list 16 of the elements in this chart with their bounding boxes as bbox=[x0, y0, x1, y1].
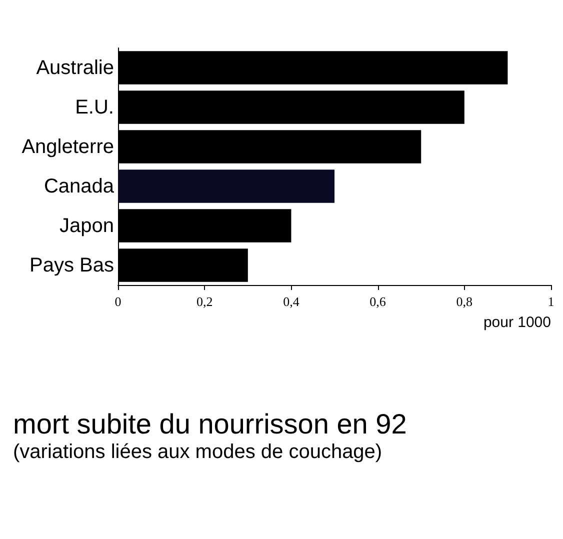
x-tick-label: 0,2 bbox=[196, 294, 213, 309]
text: mort subite du nourrisson en 92 bbox=[13, 408, 407, 440]
y-tick-label: E.U. bbox=[75, 96, 114, 118]
x-tick-label: 0 bbox=[114, 294, 122, 309]
y-tick-label: Canada bbox=[44, 175, 115, 198]
x-axis-title: pour 1000 bbox=[483, 314, 551, 331]
y-tick-label: Pays Bas bbox=[30, 254, 114, 276]
x-tick-label: 1 bbox=[548, 294, 554, 309]
x-tick-label: 0,4 bbox=[283, 294, 300, 309]
x-tick-label: 0,6 bbox=[370, 294, 386, 309]
x-tick-label: 0,8 bbox=[456, 294, 473, 309]
text: (variations liées aux modes de couchage) bbox=[13, 441, 382, 463]
y-tick-label: Australie bbox=[36, 56, 114, 79]
bar bbox=[118, 170, 334, 203]
y-tick-label: Japon bbox=[60, 214, 114, 237]
y-tick-label: Angleterre bbox=[22, 136, 114, 158]
